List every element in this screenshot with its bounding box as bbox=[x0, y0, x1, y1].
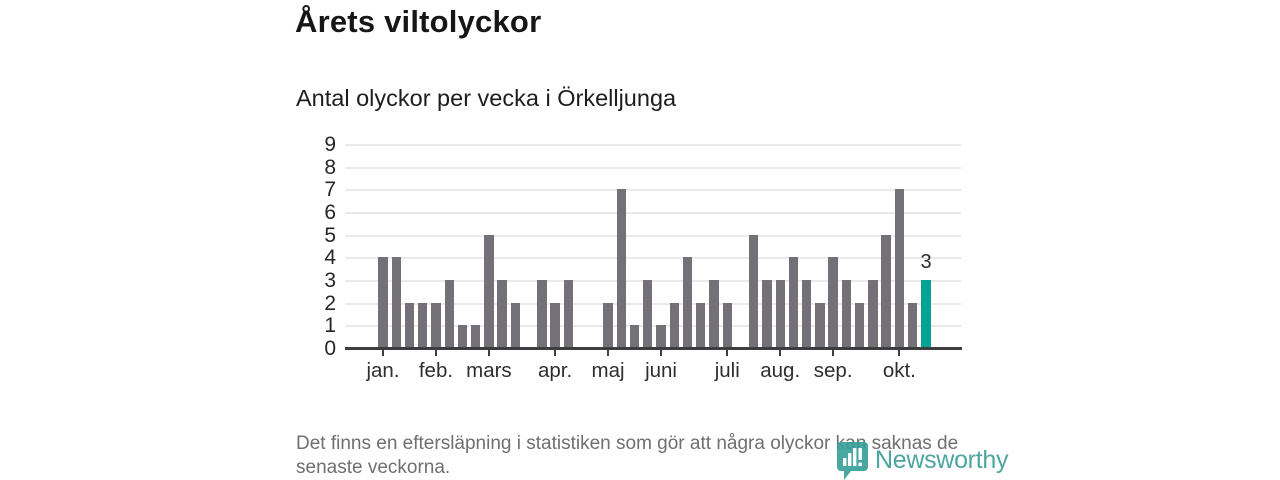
y-axis-tick-label: 7 bbox=[324, 178, 336, 202]
x-axis-month-label: apr. bbox=[538, 359, 573, 382]
bar bbox=[775, 280, 785, 348]
bar bbox=[749, 234, 759, 348]
bar bbox=[484, 234, 494, 348]
gridline bbox=[345, 212, 961, 214]
gridline bbox=[345, 280, 961, 282]
newsworthy-logo: Newsworthy bbox=[836, 441, 1008, 480]
x-axis-tick bbox=[487, 349, 490, 356]
bar bbox=[431, 302, 441, 348]
y-axis-tick-label: 9 bbox=[324, 133, 336, 156]
newsworthy-pin-icon bbox=[836, 441, 869, 480]
x-axis-tick bbox=[434, 349, 437, 356]
bar bbox=[907, 302, 918, 348]
x-axis-month-label: okt. bbox=[882, 359, 916, 382]
bar bbox=[616, 189, 626, 348]
bar bbox=[656, 325, 666, 348]
last-value-label: 3 bbox=[920, 251, 932, 273]
x-axis-month-label: feb. bbox=[418, 359, 454, 382]
bar bbox=[378, 257, 388, 348]
bar bbox=[497, 280, 507, 348]
bar bbox=[801, 280, 812, 348]
bar bbox=[537, 280, 547, 348]
x-axis-month-label: sep. bbox=[813, 359, 853, 382]
x-axis-tick bbox=[607, 349, 610, 356]
x-axis-tick bbox=[779, 349, 782, 356]
x-axis-tick bbox=[726, 349, 729, 356]
gridline bbox=[345, 257, 961, 260]
bar bbox=[828, 257, 838, 348]
bar bbox=[444, 280, 454, 348]
bar bbox=[457, 325, 468, 348]
bar bbox=[722, 302, 732, 348]
x-axis-tick bbox=[898, 349, 901, 356]
x-axis-month-label: mars bbox=[466, 359, 512, 382]
newsworthy-logo-text: Newsworthy bbox=[875, 446, 1009, 474]
bar bbox=[696, 302, 706, 348]
bar bbox=[510, 302, 521, 348]
x-axis-month-label: jan. bbox=[366, 359, 400, 382]
bar bbox=[669, 302, 679, 348]
y-axis-tick-label: 6 bbox=[324, 201, 336, 224]
gridline bbox=[345, 189, 961, 192]
bar bbox=[682, 257, 693, 348]
chart-subtitle: Antal olyckor per vecka i Örkelljunga bbox=[296, 85, 677, 111]
x-axis-tick bbox=[382, 349, 384, 356]
bar bbox=[868, 280, 878, 348]
bar bbox=[603, 302, 613, 348]
gridline bbox=[345, 234, 961, 237]
bar bbox=[563, 280, 574, 348]
y-axis-tick-label: 3 bbox=[324, 269, 336, 292]
x-axis-tick bbox=[832, 349, 835, 356]
x-axis-line bbox=[345, 347, 962, 350]
bar bbox=[788, 257, 799, 348]
bar bbox=[881, 234, 891, 348]
bar bbox=[418, 302, 428, 348]
bar bbox=[762, 280, 772, 348]
bar bbox=[470, 325, 481, 348]
gridline bbox=[345, 166, 961, 169]
bar bbox=[404, 302, 415, 348]
y-axis-tick-label: 2 bbox=[324, 291, 336, 315]
x-axis-tick bbox=[660, 349, 663, 356]
bar bbox=[841, 280, 852, 348]
bar bbox=[629, 325, 640, 348]
gridline bbox=[345, 302, 961, 305]
y-axis-tick-label: 8 bbox=[324, 155, 336, 179]
footer-note: Det finns en eftersläpning i statistiken… bbox=[296, 433, 959, 479]
x-axis-month-label: juli bbox=[714, 359, 740, 382]
bar bbox=[643, 280, 653, 348]
bar-highlighted bbox=[921, 280, 931, 348]
bar bbox=[550, 302, 560, 348]
chart-title: Årets viltolyckor bbox=[295, 4, 542, 39]
y-axis-tick-label: 5 bbox=[324, 223, 336, 247]
y-axis-tick-label: 4 bbox=[324, 246, 336, 270]
bar bbox=[854, 302, 865, 348]
x-axis-tick bbox=[554, 349, 557, 356]
bar bbox=[815, 302, 825, 348]
x-axis-month-label: aug. bbox=[760, 359, 801, 382]
x-axis-month-label: maj bbox=[591, 359, 625, 382]
x-axis-month-label: juni bbox=[645, 359, 677, 382]
bar bbox=[709, 280, 719, 348]
gridline bbox=[345, 144, 961, 146]
bar bbox=[894, 189, 905, 348]
y-axis-tick-label: 0 bbox=[324, 337, 336, 360]
gridline bbox=[345, 325, 961, 328]
y-axis-tick-label: 1 bbox=[324, 314, 336, 338]
bar bbox=[391, 257, 401, 348]
